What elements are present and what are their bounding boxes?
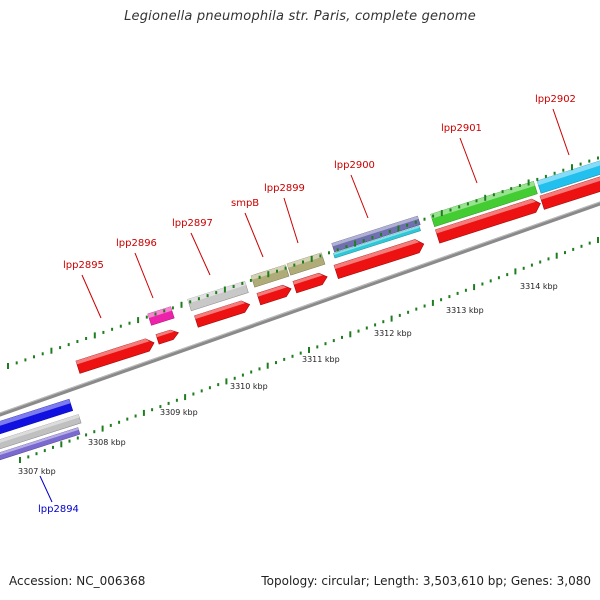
lpp2896-gene-arrow <box>155 329 179 345</box>
lpp2900-label[interactable]: lpp2900 <box>334 160 375 171</box>
lpp2901-label[interactable]: lpp2901 <box>441 123 482 134</box>
lpp2900-gene-arrow <box>333 239 425 280</box>
lpp2901-cog-block <box>430 181 538 227</box>
label-layer: 3307 kbp 3308 kbp 3309 kbp 3310 kbp 3311 kbp… <box>18 94 576 515</box>
smpB-label[interactable]: smpB <box>231 198 259 209</box>
tick-marks <box>7 156 599 463</box>
upper-tick-row <box>7 156 599 369</box>
lpp2897-gene-arrow <box>194 300 251 328</box>
lpp2894-gene-bar <box>0 398 74 438</box>
kbp-scale-label: 3311 kbp <box>302 355 340 364</box>
lpp2900-leader-line <box>350 174 369 219</box>
lpp2897-label[interactable]: lpp2897 <box>172 218 213 229</box>
lpp2902-gene-arrow <box>539 170 600 210</box>
feature-track <box>0 154 600 461</box>
lpp2899-label[interactable]: lpp2899 <box>264 183 305 194</box>
lpp2895-label[interactable]: lpp2895 <box>63 260 104 271</box>
backbone-line <box>0 201 600 417</box>
smpB-cog-block <box>250 264 290 288</box>
lpp2897-leader-line <box>190 232 211 276</box>
lpp2899-cog-block <box>286 252 326 276</box>
lpp2894-cog-block <box>0 427 81 461</box>
backbone-highlight <box>0 201 600 414</box>
lpp2895-gene-arrow <box>75 338 155 374</box>
smpB-gene-arrow <box>256 284 292 306</box>
lpp2894-label[interactable]: lpp2894 <box>38 504 79 515</box>
kbp-scale-label: 3310 kbp <box>230 382 268 391</box>
lpp2899-gene-arrow <box>292 272 328 294</box>
kbp-scale-label: 3307 kbp <box>18 467 56 476</box>
smpB-leader-line <box>244 212 264 258</box>
kbp-scale-label: 3309 kbp <box>160 408 198 417</box>
genome-title: Legionella pneumophila str. Paris, compl… <box>124 9 476 24</box>
kbp-scale-label: 3312 kbp <box>374 329 412 338</box>
kbp-scale-label: 3313 kbp <box>446 306 484 315</box>
accession-text: Accession: NC_006368 <box>9 574 146 588</box>
lpp2896-cog-block <box>147 306 175 326</box>
lpp2900-cog-block <box>333 225 421 259</box>
genome-stats-text: Topology: circular; Length: 3,503,610 bp… <box>261 574 591 588</box>
lpp2902-label[interactable]: lpp2902 <box>535 94 576 105</box>
lpp2901-gene-arrow <box>435 198 541 244</box>
lpp2896-leader-line <box>134 252 154 299</box>
lpp2900-cog-block <box>331 215 421 253</box>
lpp2902-leader-line <box>552 108 570 156</box>
lpp2896-label[interactable]: lpp2896 <box>116 238 157 249</box>
kbp-scale-label: 3308 kbp <box>88 438 126 447</box>
kbp-scale-label: 3314 kbp <box>520 282 558 291</box>
lower-tick-row <box>19 237 599 463</box>
lpp2899-leader-line <box>283 197 299 244</box>
lpp2901-leader-line <box>459 137 478 184</box>
lpp2895-leader-line <box>81 274 102 319</box>
lpp2894-leader-line <box>39 475 53 503</box>
lpp2894-cog-block <box>0 414 82 452</box>
